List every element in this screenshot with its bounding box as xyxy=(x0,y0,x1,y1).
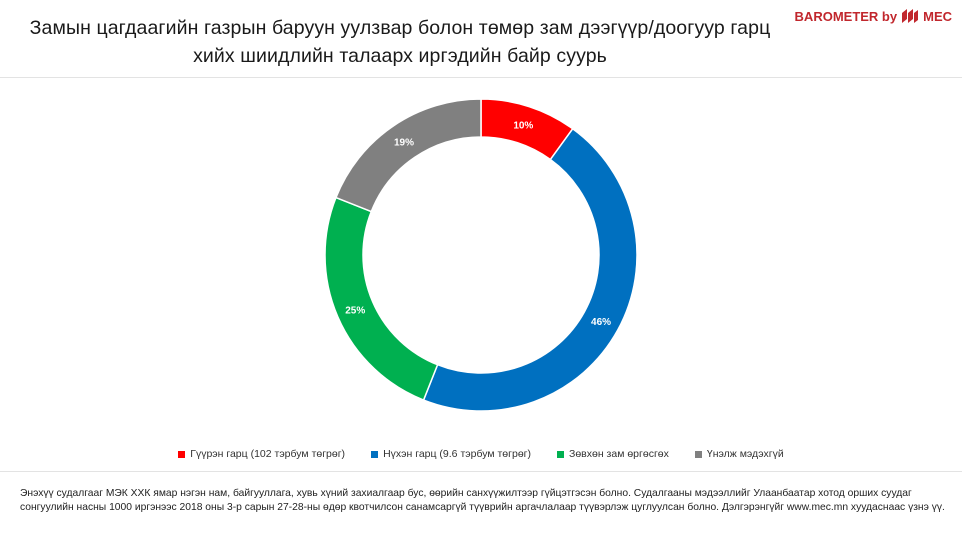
donut-slice-2 xyxy=(422,127,638,412)
legend-swatch-1 xyxy=(178,450,186,458)
data-label-1: 10% xyxy=(513,121,533,132)
data-label-2: 46% xyxy=(591,317,611,328)
data-label-4: 19% xyxy=(394,138,414,149)
donut-slice-4 xyxy=(334,98,482,213)
brand-label: BAROMETER by xyxy=(794,8,898,24)
donut-slice-3 xyxy=(324,196,439,402)
legend-swatch-2 xyxy=(371,450,379,458)
chart-title-line-1: Замын цагдаагийн газрын баруун уулзвар б… xyxy=(29,17,771,39)
legend-label-1: Гүүрэн гарц (102 тэрбум төгрөг) xyxy=(190,448,346,460)
chart-area xyxy=(0,77,962,472)
chart-title-line-2: хийх шиидлийн талаарх иргэдийн байр суур… xyxy=(193,45,607,67)
legend-label-2: Нүхэн гарц (9.6 тэрбум төгрөг) xyxy=(383,448,531,460)
data-label-3: 25% xyxy=(345,305,365,316)
legend-swatch-3 xyxy=(556,450,564,458)
legend-swatch-4 xyxy=(694,450,702,458)
mec-logo-icon xyxy=(902,9,919,23)
chart-legend: Гүүрэн гарц (102 тэрбум төгрөг) Нүхэн гар… xyxy=(0,448,962,460)
chart-title: Замын цагдаагийн газрын баруун уулзвар б… xyxy=(0,14,800,70)
legend-label-4: Үнэлж мэдэхгүй xyxy=(706,448,784,460)
legend-item-1: Гүүрэн гарц (102 тэрбум төгрөг) xyxy=(178,448,345,460)
donut-labels: 10% 46% 25% 19% xyxy=(345,121,611,328)
donut-chart: 10% 46% 25% 19% xyxy=(324,98,638,412)
footnote: Энэхүү судалгааг МЭК ХХК ямар нэгэн нам,… xyxy=(20,488,945,513)
brand-mark: MEC xyxy=(923,8,952,24)
donut-slices xyxy=(324,98,638,412)
legend-item-2: Нүхэн гарц (9.6 тэрбум төгрөг) xyxy=(371,448,531,460)
legend-item-3: Зөвхөн зам өргөсгөх xyxy=(556,448,669,460)
legend-item-4: Үнэлж мэдэхгүй xyxy=(694,448,784,460)
brand-logo: BAROMETER by MEC xyxy=(795,8,952,24)
legend-label-3: Зөвхөн зам өргөсгөх xyxy=(568,448,669,460)
